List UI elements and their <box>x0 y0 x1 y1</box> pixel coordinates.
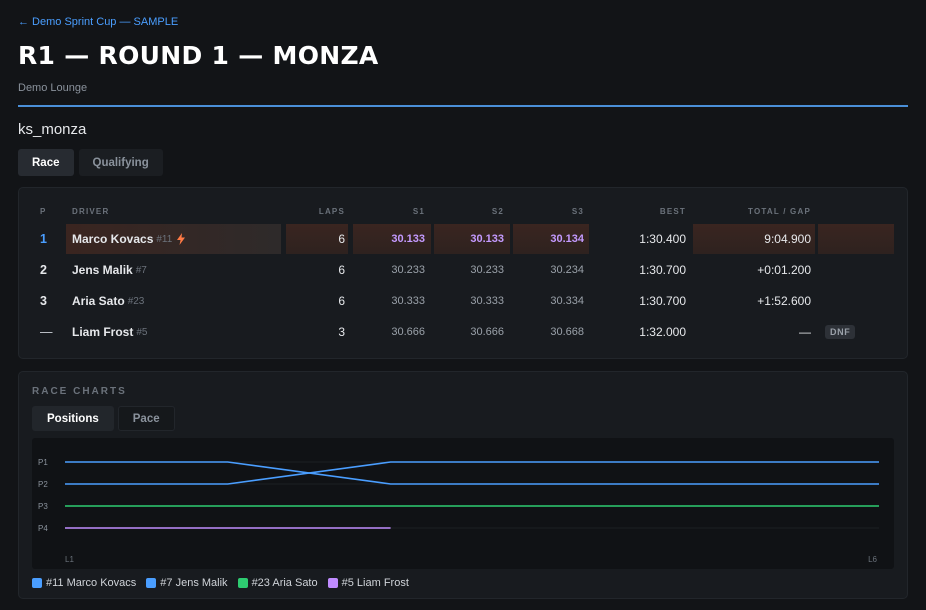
sector-1: 30.233 <box>391 264 425 276</box>
page-title: R1 — ROUND 1 — MONZA <box>18 41 379 70</box>
header-divider <box>18 105 908 107</box>
sector-2: 30.133 <box>470 233 504 245</box>
back-link[interactable]: ← Demo Sprint Cup — SAMPLE <box>18 16 179 28</box>
results-table: P DRIVER LAPS S1 S2 S3 BEST TOTAL / GAP … <box>18 187 908 359</box>
car-number: #11 <box>156 233 173 245</box>
sector-3: 30.334 <box>550 295 584 307</box>
laps: 6 <box>338 263 345 277</box>
y-tick-label: P4 <box>38 524 48 533</box>
x-tick-label: L1 <box>65 555 74 564</box>
sector-2: 30.233 <box>470 264 504 276</box>
series-line-2 <box>65 461 879 485</box>
sector-1: 30.133 <box>391 233 425 245</box>
legend-item[interactable]: #7 Jens Malik <box>146 577 228 589</box>
col-header-position: P <box>40 207 47 216</box>
position: 1 <box>40 232 47 246</box>
driver-name: Liam Frost #5 <box>72 325 148 339</box>
col-header-driver: DRIVER <box>72 207 110 216</box>
y-tick-label: P2 <box>38 480 48 489</box>
sector-3: 30.134 <box>550 233 584 245</box>
x-tick-label: L6 <box>868 555 877 564</box>
session-tabs: Race Qualifying <box>18 149 163 176</box>
best-lap: 1:30.400 <box>639 232 686 246</box>
total-gap: +0:01.200 <box>757 263 811 277</box>
table-row[interactable]: 2 Jens Malik #7 6 30.233 30.233 30.234 1:… <box>19 255 907 285</box>
dnf-badge: DNF <box>825 325 856 339</box>
legend-item[interactable]: #5 Liam Frost <box>327 577 409 589</box>
page-subtitle: Demo Lounge <box>18 82 88 94</box>
legend-label: #11 Marco Kovacs <box>46 577 137 589</box>
race-charts-panel: RACE CHARTS Positions Pace P1 P2 P3 P4 L1 L6 … <box>18 371 908 599</box>
legend-swatch <box>327 578 338 588</box>
laps: 6 <box>338 294 345 308</box>
legend-label: #5 Liam Frost <box>341 577 409 589</box>
positions-chart: P1 P2 P3 P4 L1 L6 <box>32 438 894 569</box>
laps: 6 <box>338 232 345 246</box>
driver-name: Aria Sato #23 <box>72 294 145 308</box>
best-lap: 1:32.000 <box>639 325 686 339</box>
chart-tabs: Positions Pace <box>32 406 175 431</box>
car-number: #23 <box>127 295 145 307</box>
lightning-bolt-icon <box>177 233 186 245</box>
position: 2 <box>40 263 47 277</box>
car-number: #7 <box>135 264 147 276</box>
position: 3 <box>40 294 47 308</box>
table-row[interactable]: 1 Marco Kovacs #11 6 30.133 30.133 30.134… <box>19 224 907 254</box>
best-lap: 1:30.700 <box>639 263 686 277</box>
position: — <box>40 325 53 339</box>
sector-3: 30.234 <box>550 264 584 276</box>
y-tick-label: P3 <box>38 502 48 511</box>
col-header-laps: LAPS <box>318 207 345 216</box>
col-header-s3: S3 <box>571 207 584 216</box>
track-name: ks_monza <box>18 121 87 138</box>
col-header-s1: S1 <box>412 207 425 216</box>
race-charts-title: RACE CHARTS <box>32 386 127 397</box>
y-tick-label: P1 <box>38 458 48 467</box>
legend-item[interactable]: #11 Marco Kovacs <box>32 577 136 589</box>
total-gap: +1:52.600 <box>757 294 811 308</box>
car-number: #5 <box>136 326 148 338</box>
best-lap: 1:30.700 <box>639 294 686 308</box>
dnf-badge-cell: DNF <box>825 317 856 347</box>
legend-label: #7 Jens Malik <box>160 577 228 589</box>
chart-legend: #11 Marco Kovacs #7 Jens Malik #23 Aria Sa… <box>32 577 409 589</box>
tab-race[interactable]: Race <box>18 149 74 176</box>
legend-swatch <box>146 578 157 588</box>
col-header-s2: S2 <box>491 207 504 216</box>
positions-chart-svg: P1 P2 P3 P4 L1 L6 <box>38 458 879 564</box>
col-header-best: BEST <box>659 207 686 216</box>
driver-name: Jens Malik #7 <box>72 263 147 277</box>
total-gap: — <box>799 325 811 339</box>
sector-2: 30.333 <box>470 295 504 307</box>
laps: 3 <box>338 325 345 339</box>
sector-3: 30.668 <box>550 326 584 338</box>
table-row[interactable]: — Liam Frost #5 3 30.666 30.666 30.668 1:… <box>19 317 907 347</box>
legend-swatch <box>32 578 42 588</box>
series-line-1 <box>65 461 879 485</box>
total-gap: 9:04.900 <box>764 232 811 246</box>
table-row[interactable]: 3 Aria Sato #23 6 30.333 30.333 30.334 1:… <box>19 286 907 316</box>
col-header-total-gap: TOTAL / GAP <box>748 207 811 216</box>
tab-qualifying[interactable]: Qualifying <box>78 149 163 176</box>
legend-swatch <box>237 578 248 588</box>
driver-name: Marco Kovacs #11 <box>72 224 186 254</box>
sector-1: 30.333 <box>391 295 425 307</box>
legend-item[interactable]: #23 Aria Sato <box>237 577 318 589</box>
table-header: P DRIVER LAPS S1 S2 S3 BEST TOTAL / GAP <box>19 207 907 219</box>
legend-label: #23 Aria Sato <box>251 577 318 589</box>
tab-pace[interactable]: Pace <box>117 406 175 431</box>
sector-1: 30.666 <box>391 326 425 338</box>
sector-2: 30.666 <box>470 326 504 338</box>
tab-positions[interactable]: Positions <box>32 406 114 431</box>
